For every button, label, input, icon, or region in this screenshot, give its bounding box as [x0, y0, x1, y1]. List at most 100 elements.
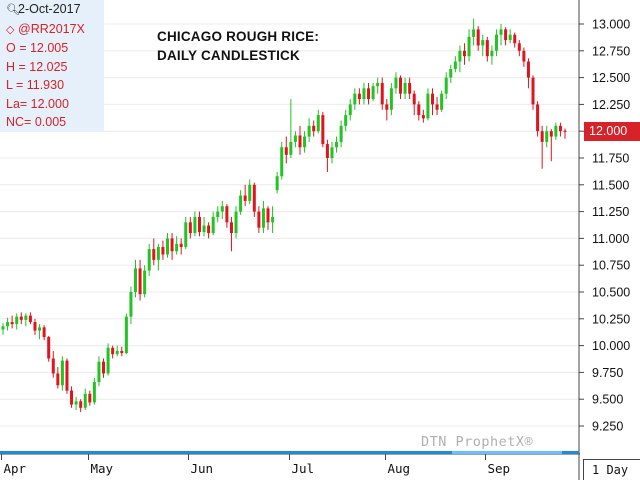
candle [83, 388, 87, 410]
candle-body [152, 249, 156, 260]
period-selector[interactable]: 1 Day [583, 459, 640, 480]
candle [261, 200, 265, 234]
candle-body [207, 225, 211, 234]
candle [38, 324, 42, 340]
candle [88, 390, 92, 406]
candle-body [28, 315, 32, 323]
candle [284, 136, 288, 164]
candle-body [335, 141, 339, 148]
candle [280, 141, 284, 180]
candle-body [399, 77, 403, 94]
candle-body [435, 104, 439, 110]
quote-high: H = 12.025 [6, 59, 68, 74]
candle-body [129, 292, 133, 317]
y-tick-label: 11.250 [592, 205, 629, 219]
candle [412, 90, 416, 116]
candle [449, 64, 453, 83]
candle-body [453, 61, 457, 70]
candle [522, 47, 526, 67]
candle-body [371, 86, 375, 100]
candle-body [549, 131, 553, 137]
candle [444, 72, 448, 100]
quote-net-change: NC= 0.005 [6, 115, 67, 129]
candle-body [165, 238, 169, 255]
candle [170, 233, 174, 260]
candle-body [426, 93, 430, 119]
candle-body [504, 29, 508, 41]
candle-body [88, 393, 92, 403]
candle [211, 211, 215, 236]
chart-title: CHICAGO ROUGH RICE: [157, 29, 320, 44]
candle-body [175, 243, 179, 252]
candle-body [408, 82, 412, 94]
candle [385, 99, 389, 121]
candle-body [303, 136, 307, 148]
candle-body [229, 222, 233, 234]
candle-body [380, 82, 384, 105]
candle [152, 238, 156, 266]
y-gridlines [0, 23, 579, 427]
candle-body [344, 115, 348, 126]
candle [56, 367, 60, 389]
candle-body [485, 40, 489, 57]
candle-body [38, 327, 42, 331]
candle-body [563, 130, 567, 132]
magnifier-icon[interactable]: 🔍︎ [6, 4, 20, 16]
quote-symbol: @RR2017X [18, 21, 85, 36]
candle [316, 109, 320, 134]
candle-body [307, 125, 311, 137]
candle [293, 131, 297, 148]
candle [1, 323, 5, 335]
candle-body [430, 93, 434, 105]
candle-body [531, 77, 535, 105]
candle-body [193, 216, 197, 234]
candle [335, 136, 339, 153]
candle-body [70, 390, 74, 405]
candle-body [138, 268, 142, 295]
candle [435, 96, 439, 116]
candle [357, 88, 361, 105]
candle-body [134, 268, 138, 292]
candle-body [15, 316, 19, 325]
candle [321, 111, 325, 148]
candle [134, 259, 138, 298]
candle-body [74, 401, 78, 405]
candle [517, 40, 521, 57]
candle [453, 56, 457, 73]
candle [156, 243, 160, 271]
candle [325, 139, 329, 172]
x-axis-highlight [452, 451, 562, 454]
candle [303, 131, 307, 153]
candle [558, 122, 562, 137]
candle-body [6, 322, 10, 327]
candle [92, 377, 96, 405]
candle-body [348, 104, 352, 116]
candle [120, 346, 124, 357]
y-tick-label: 11.000 [592, 232, 629, 246]
candle [239, 190, 243, 215]
candle-body [19, 316, 23, 320]
candle [403, 77, 407, 100]
candle [371, 82, 375, 102]
candle-body [102, 361, 106, 374]
chart-subtitle: DAILY CANDLESTICK [157, 48, 300, 63]
candle [147, 243, 151, 276]
candle-body [115, 350, 119, 355]
candle [229, 216, 233, 252]
candle-body [97, 361, 101, 383]
candle [275, 171, 279, 194]
candle-body [239, 195, 243, 212]
candle [467, 29, 471, 62]
candle-body [316, 115, 320, 132]
x-axis-band [0, 451, 579, 454]
x-axis-ticks: Apr May Jun Jul Aug Sep [1, 454, 510, 476]
candle [504, 27, 508, 46]
candle [74, 397, 78, 410]
candle [399, 75, 403, 100]
candle [526, 58, 530, 89]
candle-body [257, 211, 261, 228]
candle [102, 358, 106, 378]
y-tick-label: 9.750 [592, 366, 623, 380]
candle-body [522, 50, 526, 62]
